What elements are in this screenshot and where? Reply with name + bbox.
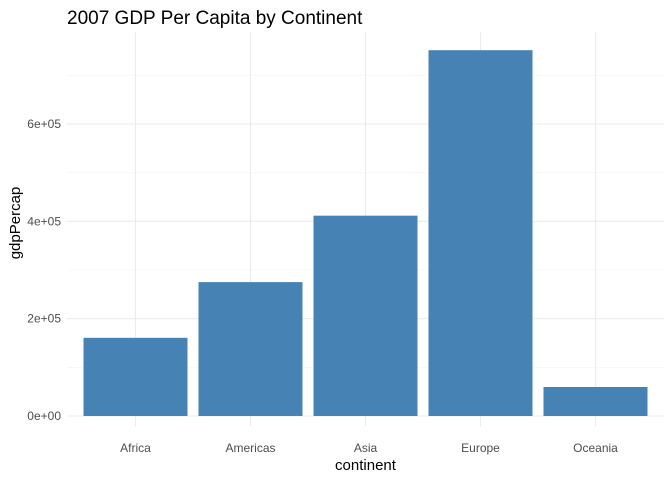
- y-tick-label: 2e+05: [27, 312, 61, 326]
- x-tick-label: Asia: [354, 441, 378, 455]
- y-axis-title: gdpPercap: [7, 187, 24, 260]
- bar-oceania: [543, 386, 648, 416]
- x-tick-label: Africa: [120, 441, 151, 455]
- bar-europe: [428, 50, 533, 417]
- x-axis-ticks: Africa Americas Asia Europe Oceania: [120, 441, 618, 455]
- bars: [83, 50, 648, 417]
- x-tick-label: Americas: [225, 441, 275, 455]
- x-tick-label: Europe: [461, 441, 500, 455]
- chart-title: 2007 GDP Per Capita by Continent: [67, 8, 363, 29]
- y-axis-ticks: 0e+00 2e+05 4e+05 6e+05: [27, 117, 61, 423]
- y-tick-label: 0e+00: [27, 409, 61, 423]
- y-tick-label: 6e+05: [27, 117, 61, 131]
- bar-africa: [83, 337, 188, 416]
- x-axis-title: continent: [335, 457, 397, 474]
- x-tick-label: Oceania: [573, 441, 618, 455]
- y-tick-label: 4e+05: [27, 214, 61, 228]
- bar-americas: [198, 282, 303, 416]
- bar-asia: [313, 215, 418, 416]
